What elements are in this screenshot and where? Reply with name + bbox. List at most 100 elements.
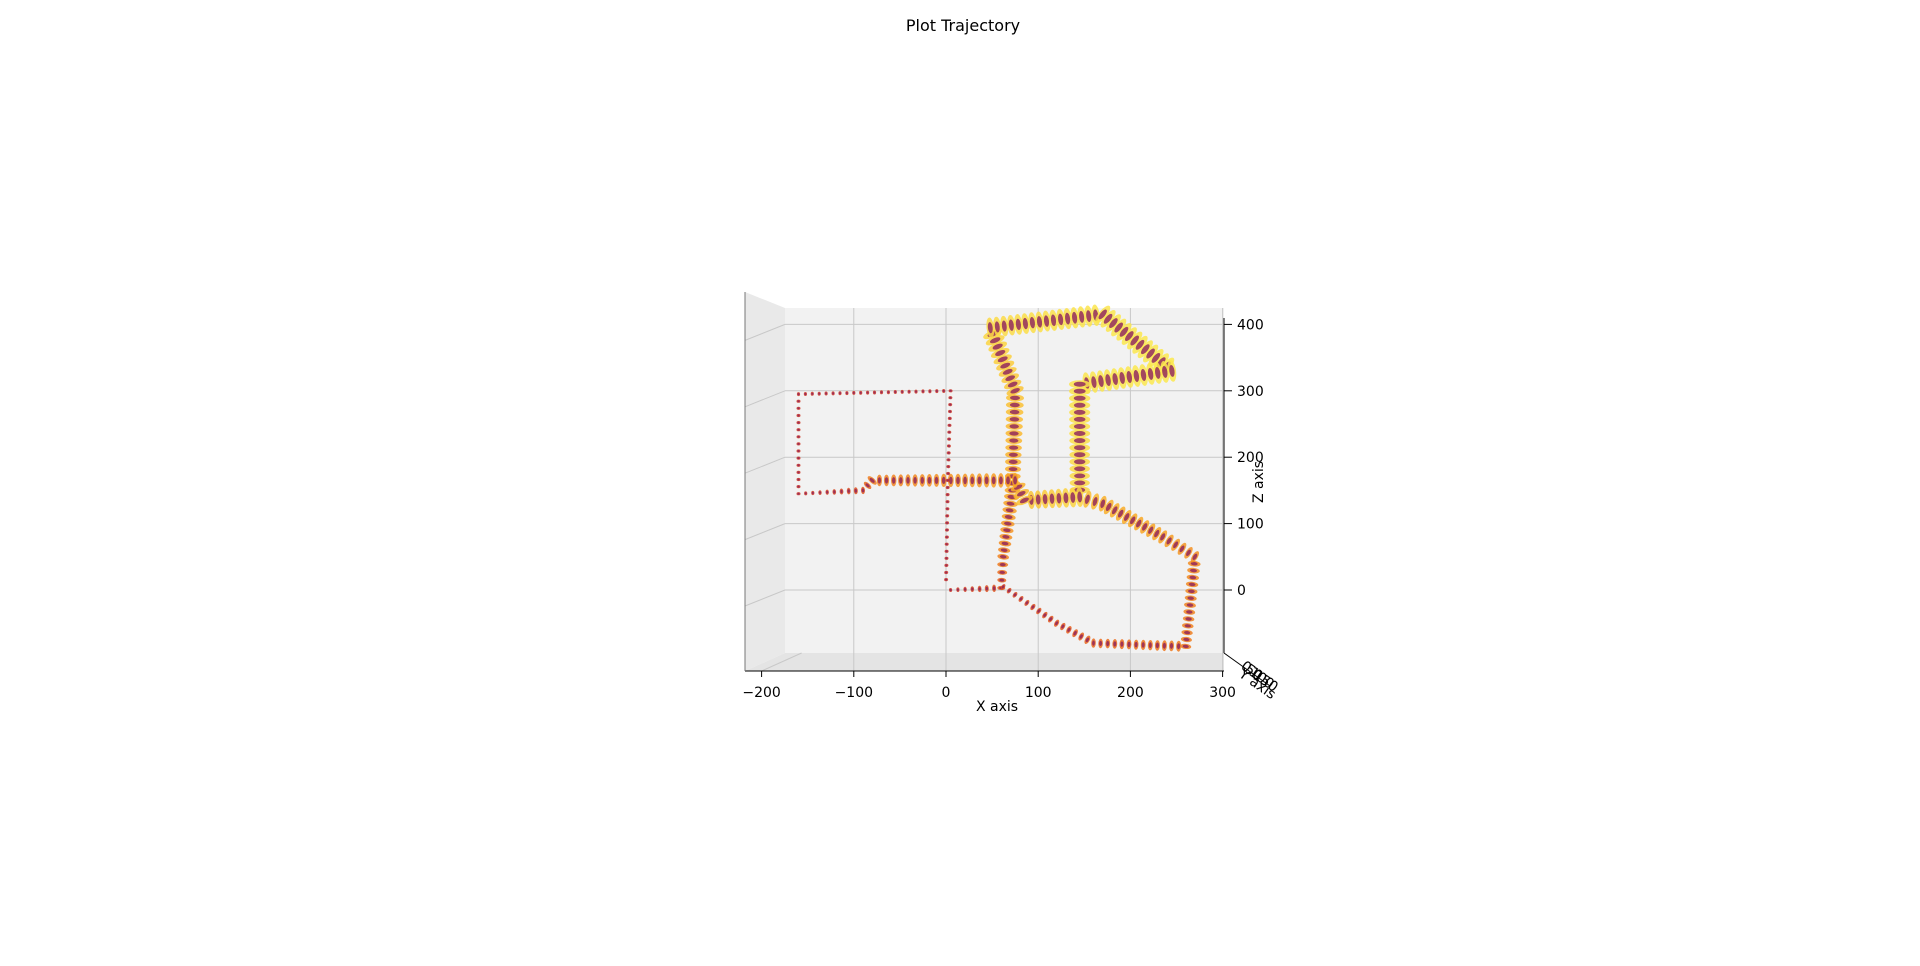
marker-core — [1005, 508, 1014, 513]
trajectory-marker — [945, 500, 950, 504]
marker-core — [971, 587, 974, 591]
marker-core — [1173, 541, 1179, 549]
marker-core — [946, 500, 949, 503]
trajectory-marker — [1018, 595, 1024, 602]
marker-core — [797, 478, 800, 481]
marker-core — [797, 400, 800, 403]
trajectory-marker — [1075, 487, 1084, 507]
trajectory-marker — [997, 554, 1010, 560]
marker-core — [914, 390, 918, 393]
trajectory-marker — [945, 485, 950, 490]
marker-core — [1179, 545, 1185, 553]
trajectory-marker — [1069, 415, 1091, 424]
z-tick-label: 100 — [1237, 517, 1264, 533]
trajectory-marker — [1147, 640, 1153, 651]
marker-core — [797, 421, 800, 424]
marker-core — [1140, 369, 1147, 381]
marker-core — [949, 588, 952, 592]
trajectory-marker — [1137, 340, 1153, 359]
marker-core — [1074, 473, 1086, 479]
marker-core — [1001, 585, 1005, 589]
trajectory-marker — [817, 391, 821, 396]
marker-core — [826, 490, 829, 494]
trajectory-marker — [948, 588, 953, 592]
marker-core — [941, 476, 946, 484]
marker-core — [804, 492, 807, 495]
marker-core — [1073, 431, 1086, 436]
marker-core — [992, 343, 1003, 350]
marker-core — [1105, 374, 1111, 387]
trajectory-marker — [1041, 489, 1049, 509]
marker-core — [945, 578, 948, 581]
marker-core — [1063, 492, 1069, 504]
marker-core — [1186, 549, 1191, 557]
trajectory-marker — [997, 569, 1008, 575]
marker-core — [921, 390, 925, 393]
trajectory-marker — [796, 485, 801, 489]
trajectory-marker — [859, 390, 863, 395]
marker-core — [1007, 381, 1018, 388]
marker-core — [1134, 641, 1138, 648]
trajectory-marker — [1005, 437, 1023, 445]
marker-core — [1086, 310, 1092, 322]
chart-title: Plot Trajectory — [906, 16, 1020, 35]
trajectory-marker — [947, 473, 954, 488]
trajectory-marker — [1001, 373, 1019, 383]
marker-core — [869, 477, 875, 483]
trajectory-marker — [940, 473, 947, 487]
trajectory-marker — [919, 474, 926, 487]
trajectory-marker — [963, 586, 967, 592]
trajectory-marker — [1084, 635, 1091, 644]
trajectory-marker — [1070, 307, 1079, 329]
marker-core — [1182, 644, 1189, 649]
marker-core — [1169, 364, 1175, 377]
trajectory-marker — [1133, 639, 1139, 650]
trajectory-marker — [1185, 588, 1198, 595]
z-tick-label: 300 — [1237, 384, 1264, 400]
trajectory-marker — [863, 481, 872, 490]
marker-core — [1141, 642, 1145, 648]
trajectory-marker — [1158, 530, 1168, 544]
trajectory-marker — [1006, 587, 1012, 594]
trajectory-marker — [1077, 306, 1086, 328]
marker-core — [887, 391, 890, 394]
marker-core — [1000, 362, 1011, 369]
marker-core — [1008, 459, 1018, 465]
marker-core — [908, 390, 911, 393]
marker-core — [1162, 642, 1167, 649]
trajectory-marker — [1176, 640, 1182, 652]
trajectory-marker — [1001, 513, 1016, 521]
trajectory-marker — [914, 389, 918, 394]
marker-core — [1072, 311, 1078, 324]
trajectory-marker — [1184, 602, 1196, 608]
trajectory-marker — [1083, 490, 1092, 508]
marker-core — [1133, 370, 1140, 382]
marker-core — [946, 514, 949, 517]
marker-core — [1074, 438, 1086, 444]
trajectory-marker — [796, 435, 801, 439]
trajectory-marker — [1069, 479, 1090, 487]
marker-core — [1073, 402, 1086, 408]
marker-core — [894, 390, 897, 394]
marker-core — [1186, 610, 1193, 614]
trajectory-marker — [947, 423, 952, 427]
trajectory-marker — [1184, 595, 1197, 601]
trajectory-marker — [796, 428, 801, 432]
trajectory-marker — [998, 540, 1012, 547]
trajectory-marker — [1012, 591, 1018, 598]
marker-core — [999, 562, 1006, 567]
trajectory-marker — [985, 335, 1005, 346]
trajectory-marker — [1024, 599, 1030, 606]
marker-core — [945, 550, 948, 553]
marker-core — [1070, 492, 1076, 503]
marker-core — [945, 557, 948, 560]
trajectory-marks — [796, 304, 1201, 652]
marker-core — [963, 476, 967, 485]
trajectory-marker — [947, 430, 952, 434]
y-axis-line — [1223, 652, 1271, 687]
trajectory-marker — [853, 487, 858, 495]
marker-core — [1050, 314, 1057, 327]
marker-core — [804, 392, 807, 396]
marker-core — [999, 476, 1003, 485]
